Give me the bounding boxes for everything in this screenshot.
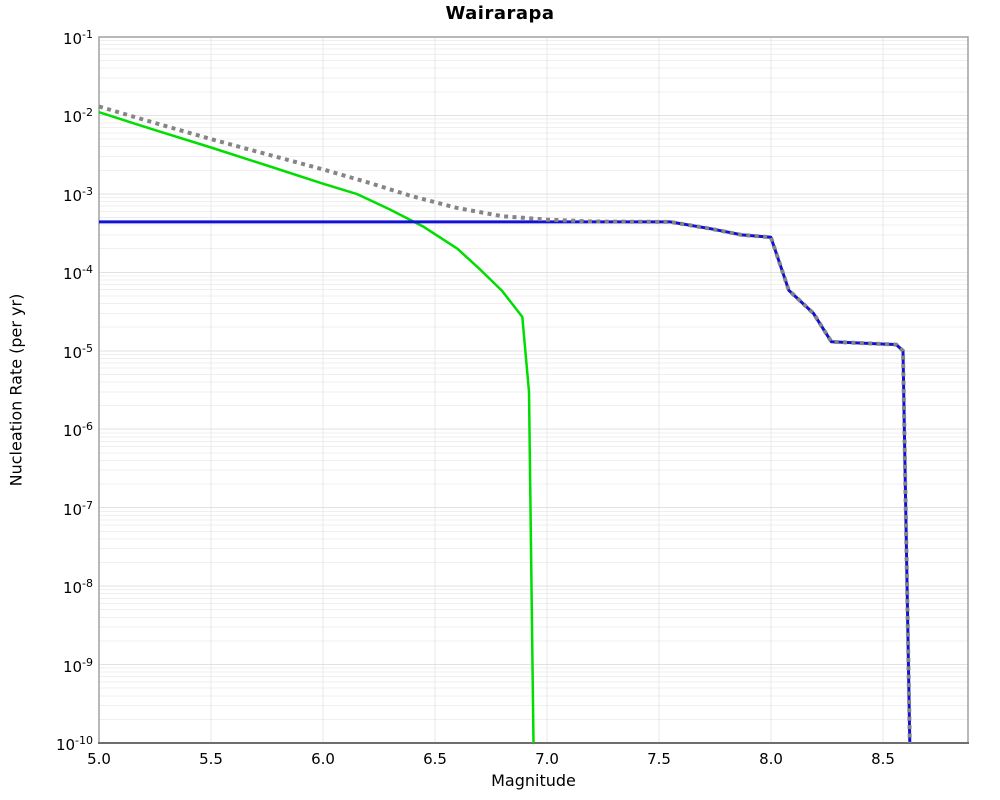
series-gutenberg-richter-green (98, 111, 535, 744)
x-tick-label: 8.0 (759, 750, 783, 768)
y-tick-label: 10-9 (62, 656, 93, 676)
chart-title: Wairarapa (445, 3, 555, 24)
y-tick-label: 10-1 (62, 28, 93, 48)
y-tick-label: 10-8 (62, 577, 93, 597)
y-tick-label: 10-7 (62, 499, 93, 519)
y-axis-label: Nucleation Rate (per yr) (6, 293, 26, 487)
y-minor-gridlines (99, 40, 968, 720)
y-tick-label: 10-2 (62, 106, 93, 126)
series-total-gray-dotted (98, 104, 912, 744)
x-axis-label: Magnitude (491, 771, 576, 790)
x-tick-label: 5.0 (87, 750, 111, 768)
x-tick-label: 8.5 (871, 750, 895, 768)
y-tick-label: 10-3 (62, 185, 93, 205)
x-gridlines (210, 37, 884, 743)
y-tick-label: 10-6 (62, 420, 93, 440)
x-tick-label: 5.5 (199, 750, 223, 768)
x-tick-label: 6.5 (423, 750, 447, 768)
x-tick-label: 6.0 (311, 750, 335, 768)
y-major-gridlines (99, 114, 968, 666)
y-tick-label: 10-10 (55, 734, 93, 754)
y-tick-label: 10-4 (62, 263, 93, 283)
x-tick-label: 7.0 (535, 750, 559, 768)
y-tick-label: 10-5 (62, 342, 93, 362)
x-tick-label: 7.5 (647, 750, 671, 768)
